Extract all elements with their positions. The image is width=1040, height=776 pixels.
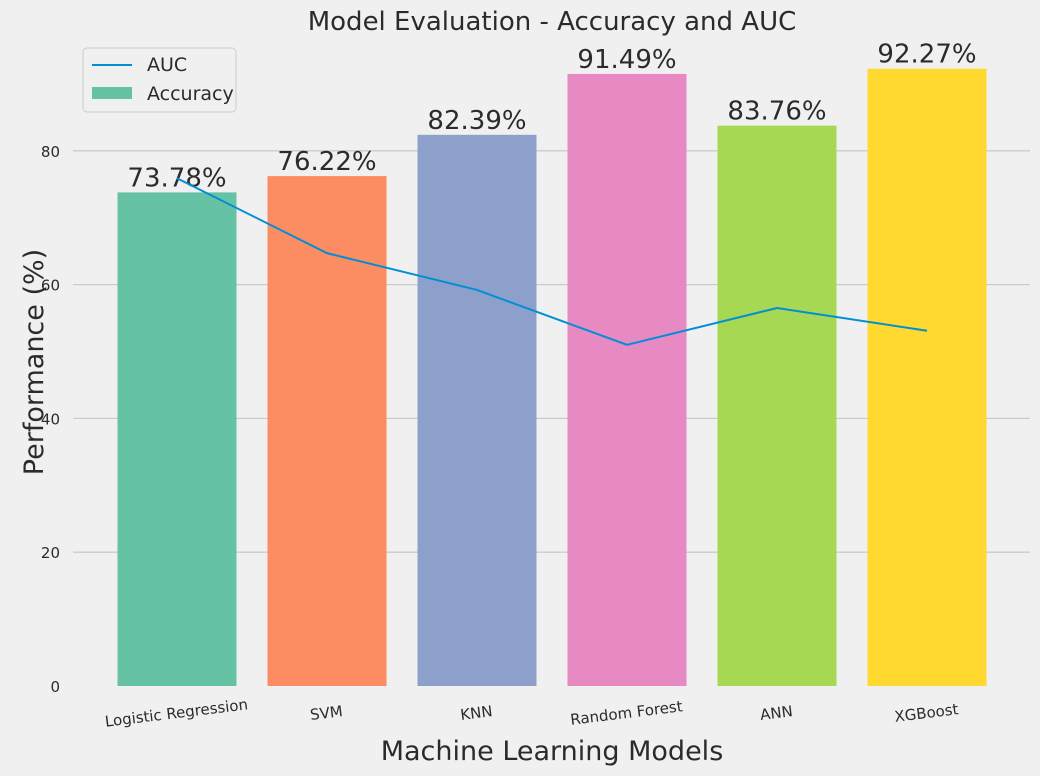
y-axis-label: Performance (%) (19, 249, 50, 475)
bar-value-label: 82.39% (427, 106, 526, 136)
legend-auc-label: AUC (147, 54, 187, 76)
bar-logistic-regression (117, 192, 237, 686)
y-tick-label: 0 (50, 678, 60, 696)
bar-svm (267, 176, 387, 686)
bar-xgboost (867, 68, 987, 687)
bar-ann (717, 125, 837, 686)
bar-random-forest (567, 73, 687, 687)
bar-value-label: 91.49% (577, 45, 676, 75)
y-tick-label: 80 (41, 143, 60, 161)
x-tick-label: SVM (309, 702, 344, 724)
bars (117, 68, 987, 687)
auc-series-line (176, 177, 928, 346)
bar-value-label: 76.22% (277, 147, 376, 177)
legend-accuracy-swatch (92, 87, 132, 99)
x-axis-label: Machine Learning Models (381, 736, 724, 767)
legend: AUC Accuracy (82, 47, 237, 113)
bar-value-label: 83.76% (727, 97, 826, 127)
bar-value-label: 92.27% (877, 40, 976, 70)
x-tick-label: ANN (759, 702, 794, 724)
y-tick-label: 20 (41, 544, 60, 562)
bar-knn (417, 134, 537, 686)
auc-line (176, 177, 928, 346)
chart-title: Model Evaluation - Accuracy and AUC (308, 7, 797, 37)
y-tick-label: 60 (41, 277, 60, 295)
y-axis-ticks: 0 20 40 60 80 (41, 143, 60, 696)
y-tick-label: 40 (41, 410, 60, 428)
x-tick-label: KNN (459, 702, 493, 724)
legend-accuracy-label: Accuracy (147, 83, 234, 105)
